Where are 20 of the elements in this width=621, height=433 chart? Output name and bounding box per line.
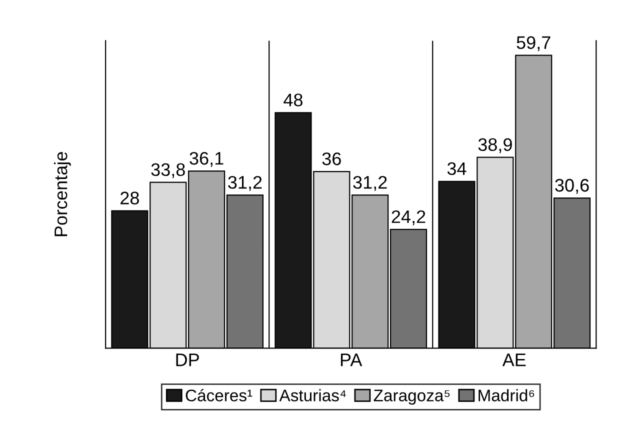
x-tick-label: PA	[340, 354, 362, 366]
data-label: 24,2	[392, 210, 426, 226]
data-label: 31,2	[228, 176, 262, 191]
y-axis-title: Porcentaje	[54, 152, 71, 236]
legend-label: Zaragoza⁵	[374, 390, 450, 405]
data-label: 30,6	[555, 178, 589, 194]
legend-label: Cáceres¹	[186, 388, 252, 402]
data-label: 36,1	[190, 152, 224, 167]
data-label: 28	[120, 192, 139, 204]
x-tick-label: DP	[176, 354, 199, 366]
data-label: 34	[447, 162, 466, 176]
data-label: 33,8	[151, 163, 185, 178]
data-label: 36	[322, 152, 341, 166]
x-tick-label: AE	[502, 354, 526, 366]
data-label: 59,7	[516, 36, 550, 52]
data-label: 31,2	[353, 176, 387, 191]
legend-label: Madrid⁶	[478, 389, 534, 402]
data-label: 38,9	[478, 138, 512, 154]
legend-label: Asturias⁴	[279, 389, 346, 402]
data-label: 48	[284, 94, 302, 106]
